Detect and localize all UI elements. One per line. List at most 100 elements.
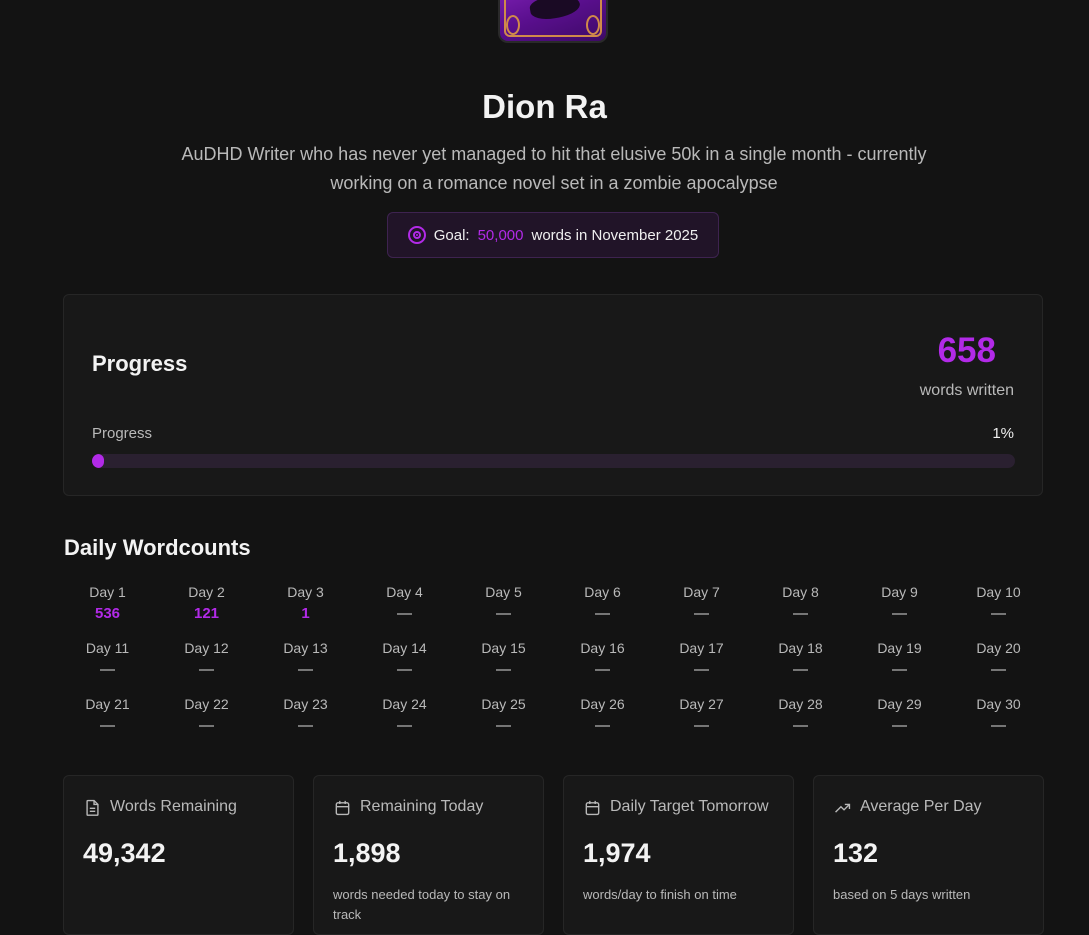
day-cell: Day 22 — bbox=[157, 694, 256, 736]
day-cell: Day 29 — bbox=[850, 694, 949, 736]
goal-prefix: Goal: bbox=[433, 226, 470, 244]
day-label: Day 6 bbox=[584, 584, 621, 600]
daily-wordcounts-title: Daily Wordcounts bbox=[64, 535, 251, 560]
day-label: Day 23 bbox=[283, 696, 328, 712]
day-wordcount: — bbox=[991, 661, 1006, 678]
stat-description: words/day to finish on time bbox=[583, 887, 737, 902]
day-cell: Day 25 — bbox=[454, 694, 553, 736]
day-wordcount: — bbox=[991, 717, 1006, 734]
avatar-ornament-left bbox=[506, 15, 520, 35]
stat-label: Average Per Day bbox=[860, 798, 982, 815]
words-written-count: 658 bbox=[937, 331, 996, 370]
stat-label: Words Remaining bbox=[110, 798, 237, 815]
day-wordcount: — bbox=[298, 661, 313, 678]
day-cell: Day 14 — bbox=[355, 638, 454, 680]
calendar-icon bbox=[335, 800, 350, 815]
day-wordcount: — bbox=[892, 605, 907, 622]
document-icon bbox=[86, 799, 99, 816]
day-wordcount: — bbox=[397, 661, 412, 678]
day-label: Day 13 bbox=[283, 640, 328, 656]
day-label: Day 12 bbox=[184, 640, 229, 656]
day-wordcount: 121 bbox=[193, 605, 220, 622]
stat-label: Remaining Today bbox=[360, 798, 484, 815]
day-label: Day 16 bbox=[580, 640, 625, 656]
day-cell: Day 24 — bbox=[355, 694, 454, 736]
day-cell: Day 28 — bbox=[751, 694, 850, 736]
day-cell: Day 6 — bbox=[553, 582, 652, 624]
day-cell: Day 7 — bbox=[652, 582, 751, 624]
day-label: Day 15 bbox=[481, 640, 526, 656]
day-wordcount: 1 bbox=[301, 605, 310, 622]
day-label: Day 17 bbox=[679, 640, 724, 656]
day-cell: Day 19 — bbox=[850, 638, 949, 680]
day-label: Day 14 bbox=[382, 640, 427, 656]
day-wordcount: — bbox=[199, 717, 214, 734]
day-label: Day 18 bbox=[778, 640, 823, 656]
day-label: Day 5 bbox=[485, 584, 522, 600]
stat-label: Daily Target Tomorrow bbox=[610, 798, 769, 815]
day-label: Day 26 bbox=[580, 696, 625, 712]
day-cell: Day 20 — bbox=[949, 638, 1048, 680]
day-cell: Day 21 — bbox=[58, 694, 157, 736]
day-label: Day 22 bbox=[184, 696, 229, 712]
stat-header: Remaining Today bbox=[334, 798, 483, 816]
daily-wordcounts-grid: Day 1 536 Day 2 121 Day 3 1 Day 4 — Day 5 — Day 6 —… bbox=[58, 582, 1048, 736]
day-cell: Day 23 — bbox=[256, 694, 355, 736]
day-wordcount: — bbox=[595, 605, 610, 622]
stat-description: based on 5 days written bbox=[833, 887, 971, 902]
stat-header: Words Remaining bbox=[84, 798, 237, 816]
day-cell: Day 5 — bbox=[454, 582, 553, 624]
day-wordcount: — bbox=[793, 605, 808, 622]
day-label: Day 8 bbox=[782, 584, 819, 600]
day-cell: Day 26 — bbox=[553, 694, 652, 736]
day-cell: Day 10 — bbox=[949, 582, 1048, 624]
stat-value: 1,974 bbox=[583, 838, 651, 868]
day-label: Day 7 bbox=[683, 584, 720, 600]
day-label: Day 20 bbox=[976, 640, 1021, 656]
stat-header: Average Per Day bbox=[834, 798, 982, 816]
day-wordcount: — bbox=[892, 661, 907, 678]
stat-value: 1,898 bbox=[333, 838, 401, 868]
profile-bio: AuDHD Writer who has never yet managed t… bbox=[181, 144, 927, 193]
day-wordcount: — bbox=[100, 717, 115, 734]
day-cell: Day 27 — bbox=[652, 694, 751, 736]
day-cell: Day 15 — bbox=[454, 638, 553, 680]
day-cell: Day 11 — bbox=[58, 638, 157, 680]
day-label: Day 3 bbox=[287, 584, 324, 600]
day-cell: Day 9 — bbox=[850, 582, 949, 624]
day-wordcount: — bbox=[595, 717, 610, 734]
goal-badge: Goal: 50,000 words in November 2025 bbox=[387, 212, 719, 258]
avatar bbox=[498, 0, 608, 43]
day-cell: Day 12 — bbox=[157, 638, 256, 680]
day-label: Day 21 bbox=[85, 696, 130, 712]
day-cell: Day 2 121 bbox=[157, 582, 256, 624]
stat-description: words needed today to stay on track bbox=[333, 887, 511, 922]
progress-bar bbox=[92, 454, 1015, 468]
calendar-icon bbox=[585, 800, 600, 815]
progress-card: Progress 658 words written Progress 1% bbox=[63, 294, 1043, 496]
stat-value: 132 bbox=[833, 838, 879, 868]
day-wordcount: — bbox=[991, 605, 1006, 622]
stat-card: Remaining Today 1,898 words needed today t… bbox=[313, 775, 544, 935]
progress-percent: 1% bbox=[992, 425, 1014, 442]
day-wordcount: — bbox=[397, 605, 412, 622]
progress-bar-label: Progress bbox=[92, 425, 153, 442]
day-label: Day 28 bbox=[778, 696, 823, 712]
day-label: Day 27 bbox=[679, 696, 724, 712]
day-wordcount: — bbox=[595, 661, 610, 678]
stat-card: Daily Target Tomorrow 1,974 words/day to f… bbox=[563, 775, 794, 935]
day-cell: Day 1 536 bbox=[58, 582, 157, 624]
goal-suffix: words in November 2025 bbox=[531, 226, 699, 244]
day-cell: Day 13 — bbox=[256, 638, 355, 680]
goal-target: 50,000 bbox=[477, 226, 524, 244]
day-wordcount: — bbox=[199, 661, 214, 678]
day-cell: Day 17 — bbox=[652, 638, 751, 680]
day-wordcount: — bbox=[298, 717, 313, 734]
day-wordcount: — bbox=[496, 661, 511, 678]
day-wordcount: — bbox=[793, 717, 808, 734]
profile-name: Dion Ra bbox=[482, 88, 607, 125]
trending-up-icon bbox=[835, 803, 851, 813]
target-icon bbox=[407, 226, 426, 244]
day-label: Day 4 bbox=[386, 584, 423, 600]
day-wordcount: — bbox=[892, 717, 907, 734]
